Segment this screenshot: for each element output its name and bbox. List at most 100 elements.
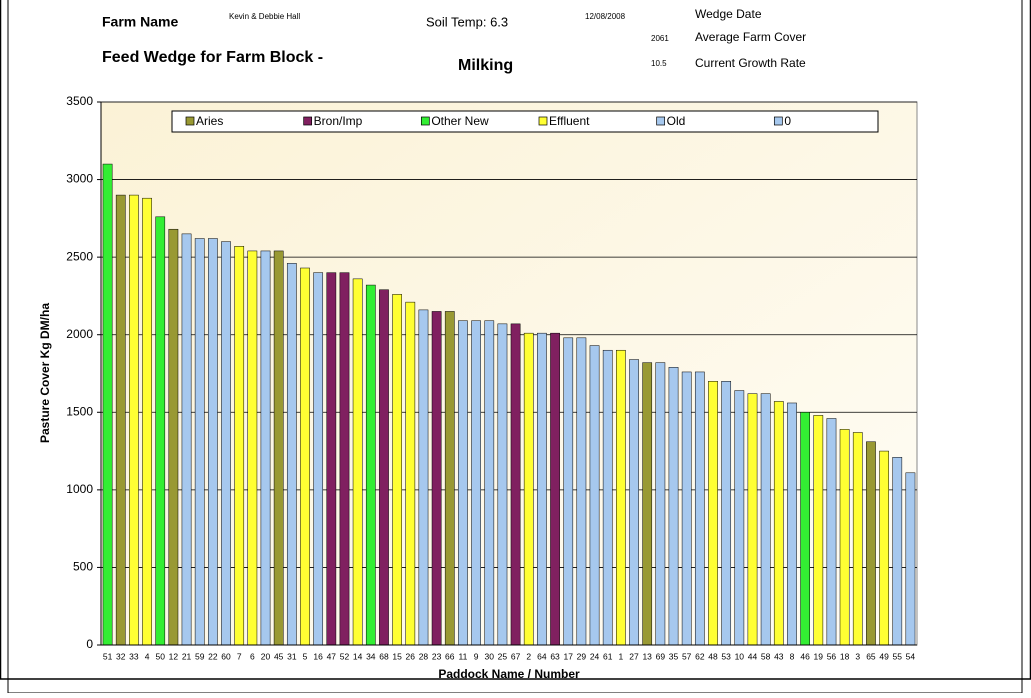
legend-label: Bron/Imp <box>314 114 363 128</box>
x-tick-label: 2 <box>526 651 531 661</box>
x-tick-label: 50 <box>155 651 165 661</box>
bar <box>708 381 718 646</box>
legend-label: 0 <box>784 114 791 128</box>
x-tick-label: 69 <box>656 651 666 661</box>
bar <box>576 337 587 646</box>
bar <box>852 432 863 646</box>
x-tick-label: 15 <box>392 651 402 661</box>
bar <box>721 381 732 646</box>
bar <box>800 412 810 646</box>
x-tick-label: 10 <box>735 651 745 661</box>
bar <box>787 402 797 646</box>
bar <box>510 323 521 646</box>
x-tick-label: 32 <box>116 651 126 661</box>
bar <box>142 197 152 646</box>
y-tick-label: 500 <box>73 560 93 574</box>
wedge-date-label: Wedge Date <box>695 7 762 21</box>
legend-swatch <box>656 116 666 126</box>
y-tick-label: 3500 <box>66 94 93 108</box>
bar <box>905 472 916 646</box>
bar <box>484 320 495 646</box>
bar <box>115 194 126 646</box>
x-tick-label: 60 <box>221 651 231 661</box>
x-tick-label: 3 <box>855 651 860 661</box>
x-tick-label: 29 <box>577 651 587 661</box>
bar <box>168 228 179 646</box>
bar <box>602 349 613 646</box>
bar <box>681 371 692 646</box>
x-tick-label: 16 <box>313 651 323 661</box>
bar <box>694 371 705 646</box>
bar <box>208 238 218 646</box>
bar <box>537 332 547 646</box>
x-tick-label: 28 <box>419 651 429 661</box>
legend-swatch <box>185 116 195 126</box>
legend-label: Other New <box>431 114 489 128</box>
y-tick-label: 0 <box>86 637 93 651</box>
bar <box>471 320 481 646</box>
x-tick-label: 13 <box>642 651 652 661</box>
bar <box>550 332 560 646</box>
bar <box>839 429 850 646</box>
bar <box>102 163 113 646</box>
bar <box>129 194 139 646</box>
x-tick-label: 45 <box>274 651 284 661</box>
wedge-date: 12/08/2008 <box>585 12 626 21</box>
y-tick-label: 1500 <box>66 404 93 418</box>
bar <box>589 345 600 646</box>
bar <box>668 367 679 646</box>
x-tick-label: 48 <box>708 651 718 661</box>
x-tick-label: 14 <box>353 651 363 661</box>
soil-temp: Soil Temp: 6.3 <box>426 14 508 29</box>
legend-swatch <box>773 116 783 126</box>
bar <box>286 263 297 646</box>
x-tick-label: 22 <box>208 651 218 661</box>
x-tick-label: 27 <box>629 651 639 661</box>
y-tick-label: 3000 <box>66 172 93 186</box>
bar <box>760 393 771 646</box>
x-tick-label: 31 <box>287 651 297 661</box>
bar <box>326 272 337 646</box>
bar <box>392 294 402 646</box>
x-tick-label: 67 <box>511 651 521 661</box>
bar <box>181 233 192 646</box>
x-tick-label: 44 <box>748 651 758 661</box>
x-tick-label: 12 <box>169 651 179 661</box>
bar <box>563 337 574 646</box>
x-tick-label: 59 <box>195 651 205 661</box>
x-axis-label: Paddock Name / Number <box>438 667 580 681</box>
bar <box>365 284 376 646</box>
x-tick-label: 54 <box>906 651 916 661</box>
bar <box>234 246 245 646</box>
farm-name-label: Farm Name <box>102 14 178 30</box>
x-tick-label: 17 <box>563 651 573 661</box>
farm-name: Kevin & Debbie Hall <box>229 12 300 21</box>
x-tick-label: 55 <box>893 651 903 661</box>
title: Feed Wedge for Farm Block - <box>102 49 323 66</box>
x-tick-label: 26 <box>406 651 416 661</box>
x-tick-label: 34 <box>366 651 376 661</box>
x-tick-label: 58 <box>761 651 771 661</box>
y-tick-label: 1000 <box>66 482 93 496</box>
bar <box>655 362 666 646</box>
y-tick-label: 2000 <box>66 327 93 341</box>
x-tick-label: 68 <box>379 651 389 661</box>
bar <box>813 415 824 646</box>
x-tick-label: 63 <box>550 651 560 661</box>
growth-rate: 10.5 <box>651 59 667 68</box>
x-tick-label: 30 <box>485 651 495 661</box>
x-tick-label: 46 <box>800 651 810 661</box>
legend-swatch <box>420 116 430 126</box>
x-tick-label: 23 <box>432 651 442 661</box>
bar <box>313 272 324 646</box>
bar <box>866 441 876 646</box>
x-tick-label: 47 <box>327 651 337 661</box>
x-tick-label: 18 <box>840 651 850 661</box>
x-tick-label: 24 <box>590 651 600 661</box>
bar <box>629 359 639 646</box>
legend-label: Effluent <box>549 114 590 128</box>
bar <box>194 238 205 646</box>
x-tick-label: 57 <box>682 651 692 661</box>
x-tick-label: 11 <box>459 651 468 661</box>
